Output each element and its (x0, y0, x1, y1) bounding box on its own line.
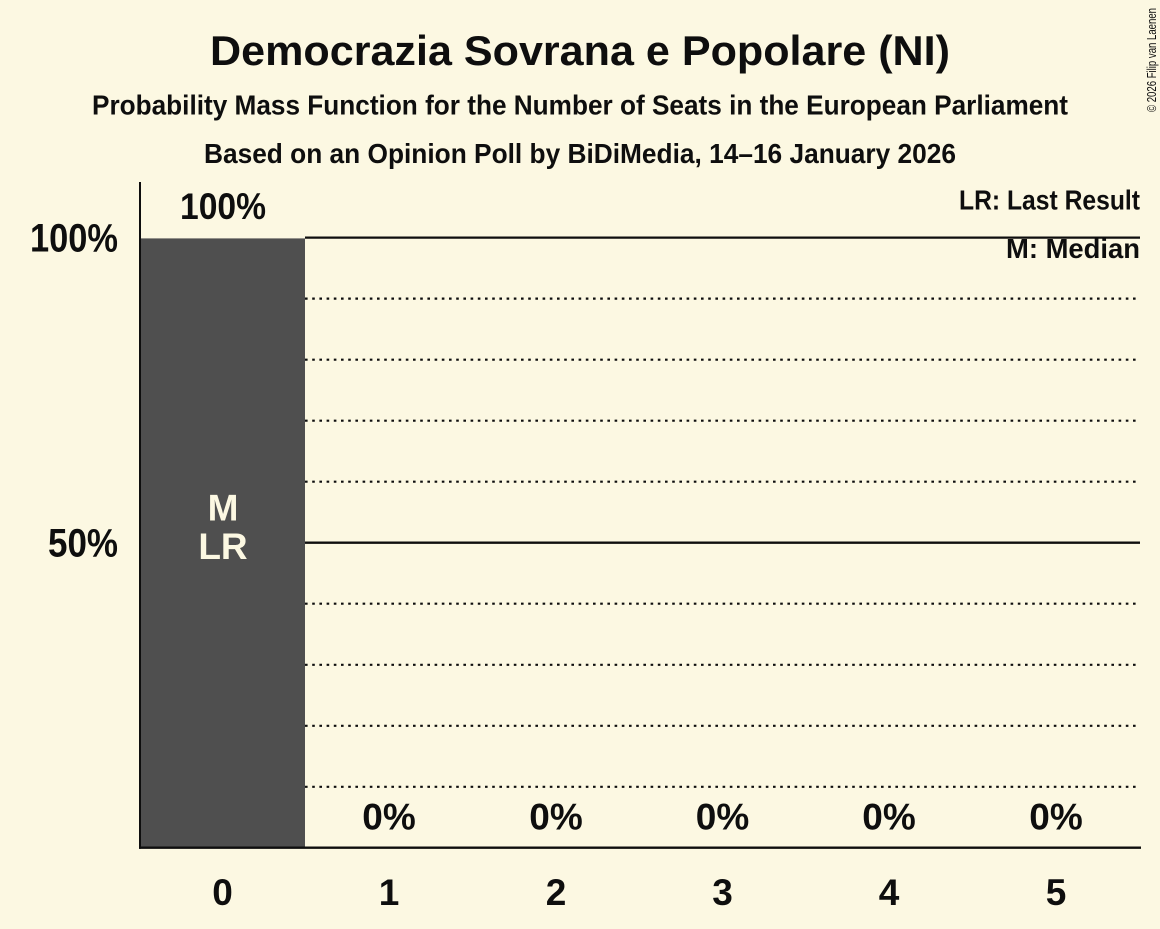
svg-text:M: Median: M: Median (1006, 233, 1140, 264)
svg-text:LR: LR (198, 526, 247, 567)
svg-text:2: 2 (546, 872, 567, 913)
svg-text:100%: 100% (30, 216, 118, 260)
svg-text:50%: 50% (48, 522, 118, 566)
svg-text:M: M (208, 488, 239, 529)
svg-text:0%: 0% (529, 797, 582, 838)
svg-text:Probability Mass Function for: Probability Mass Function for the Number… (92, 90, 1068, 121)
svg-text:0%: 0% (862, 797, 915, 838)
svg-text:LR: Last Result: LR: Last Result (959, 185, 1140, 216)
svg-text:0%: 0% (362, 797, 415, 838)
svg-text:0%: 0% (696, 797, 749, 838)
svg-text:Democrazia Sovrana e Popolare: Democrazia Sovrana e Popolare (NI) (210, 27, 950, 74)
svg-text:0%: 0% (1029, 797, 1082, 838)
svg-text:0: 0 (212, 872, 233, 913)
svg-text:3: 3 (712, 872, 733, 913)
svg-text:4: 4 (879, 872, 900, 913)
svg-text:1: 1 (379, 872, 400, 913)
svg-text:Based on an Opinion Poll by Bi: Based on an Opinion Poll by BiDiMedia, 1… (204, 138, 956, 169)
svg-text:© 2026 Filip van Laenen: © 2026 Filip van Laenen (1145, 8, 1159, 112)
svg-text:5: 5 (1046, 872, 1067, 913)
svg-text:100%: 100% (180, 186, 266, 227)
